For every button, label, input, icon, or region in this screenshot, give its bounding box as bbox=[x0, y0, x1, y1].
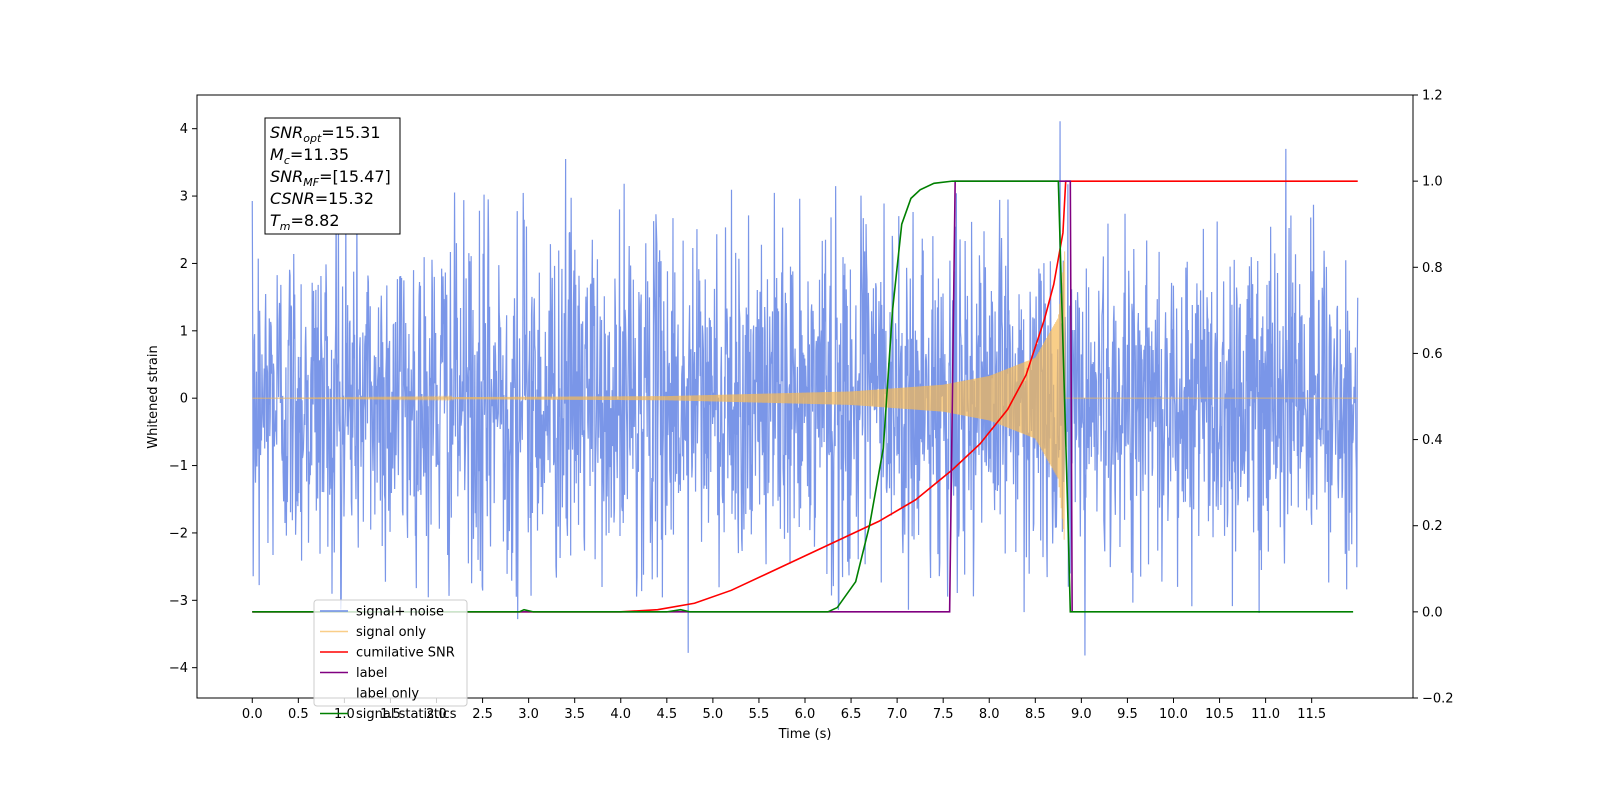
x-axis-label: Time (s) bbox=[778, 727, 832, 742]
series-signal-only-line bbox=[252, 251, 1358, 540]
y2-tick-label: 0.8 bbox=[1422, 261, 1443, 276]
legend-entry-label: signal statistics bbox=[356, 707, 457, 722]
x-tick-label: 8.5 bbox=[1025, 707, 1046, 722]
x-tick-label: 5.0 bbox=[703, 707, 724, 722]
y-tick-label: 2 bbox=[180, 257, 188, 272]
x-tick-label: 1.5 bbox=[380, 707, 401, 722]
x-tick-label: 5.5 bbox=[749, 707, 770, 722]
series-layer bbox=[251, 121, 1359, 656]
x-tick-label: 10.0 bbox=[1159, 707, 1188, 722]
y-tick-label: −1 bbox=[169, 459, 188, 474]
y-tick-label: 1 bbox=[180, 324, 188, 339]
x-tick-label: 0.0 bbox=[242, 707, 263, 722]
x-tick-label: 3.0 bbox=[518, 707, 539, 722]
legend-entry-label: signal only bbox=[356, 625, 426, 640]
legend-entry-label: cumilative SNR bbox=[356, 646, 455, 661]
y2-tick-label: 0.4 bbox=[1422, 433, 1443, 448]
annotation-line: Tm=8.82 bbox=[270, 211, 340, 233]
x-tick-label: 0.5 bbox=[288, 707, 309, 722]
annotation-line: SNRopt=15.31 bbox=[270, 123, 381, 145]
annotation-line: Mc=11.35 bbox=[270, 145, 349, 167]
y2-tick-label: 0.2 bbox=[1422, 519, 1443, 534]
x-tick-label: 1.0 bbox=[334, 707, 355, 722]
x-tick-label: 3.5 bbox=[564, 707, 585, 722]
y-tick-label: 3 bbox=[180, 190, 188, 205]
x-tick-label: 4.5 bbox=[656, 707, 677, 722]
snr-annotation-box: SNRopt=15.31Mc=11.35SNRMF=[15.47]CSNR=15… bbox=[264, 117, 401, 235]
y-tick-label: −4 bbox=[169, 661, 188, 676]
y-axis-left: −4 −3 −2 −1 0 1 2 3 4 bbox=[169, 122, 197, 676]
y2-tick-label: 0.0 bbox=[1422, 605, 1443, 620]
x-axis: 0.0 0.5 1.0 1.5 2.0 2.5 3.0 3.5 4.0 4.5 5.0 5.5 6.0 6… bbox=[242, 698, 1326, 722]
legend-frame bbox=[313, 599, 468, 707]
x-tick-label: 11.0 bbox=[1251, 707, 1280, 722]
y2-tick-label: 1.0 bbox=[1422, 175, 1443, 190]
y-tick-label: −3 bbox=[169, 594, 188, 609]
y2-tick-label: 0.6 bbox=[1422, 347, 1443, 362]
legend: signal+ noise signal only cumilative SNR la… bbox=[313, 599, 468, 722]
series-signal-plus-noise-line bbox=[251, 121, 1359, 656]
legend-entry-label: signal+ noise bbox=[356, 605, 444, 620]
x-tick-label: 6.5 bbox=[841, 707, 862, 722]
y-tick-label: 0 bbox=[180, 392, 188, 407]
x-tick-label: 10.5 bbox=[1205, 707, 1234, 722]
y-tick-label: 4 bbox=[180, 122, 188, 137]
series-cumulative-snr-line bbox=[252, 180, 1358, 613]
x-tick-label: 9.5 bbox=[1117, 707, 1138, 722]
y-tick-label: −2 bbox=[169, 526, 188, 541]
legend-entry-label: label only bbox=[356, 687, 419, 702]
x-tick-label: 2.0 bbox=[426, 707, 447, 722]
x-tick-label: 4.0 bbox=[610, 707, 631, 722]
annotation-line: SNRMF=[15.47] bbox=[270, 167, 391, 189]
y2-tick-label: −0.2 bbox=[1422, 692, 1454, 707]
y-axis-right: −0.2 0.0 0.2 0.4 0.6 0.8 1.0 1.2 bbox=[1413, 89, 1454, 707]
annotation-line: CSNR=15.32 bbox=[270, 189, 374, 208]
x-tick-label: 2.5 bbox=[472, 707, 493, 722]
y-axis-label: Whitened strain bbox=[146, 345, 161, 448]
x-tick-label: 11.5 bbox=[1297, 707, 1326, 722]
legend-entry-label: label bbox=[356, 666, 387, 681]
annotation-frame bbox=[264, 117, 401, 235]
y2-tick-label: 1.2 bbox=[1422, 89, 1443, 104]
x-tick-label: 8.0 bbox=[979, 707, 1000, 722]
x-tick-label: 7.5 bbox=[933, 707, 954, 722]
x-tick-label: 9.0 bbox=[1071, 707, 1092, 722]
series-signal-statistics-line bbox=[252, 180, 1354, 613]
x-tick-label: 7.0 bbox=[887, 707, 908, 722]
x-tick-label: 6.0 bbox=[795, 707, 816, 722]
